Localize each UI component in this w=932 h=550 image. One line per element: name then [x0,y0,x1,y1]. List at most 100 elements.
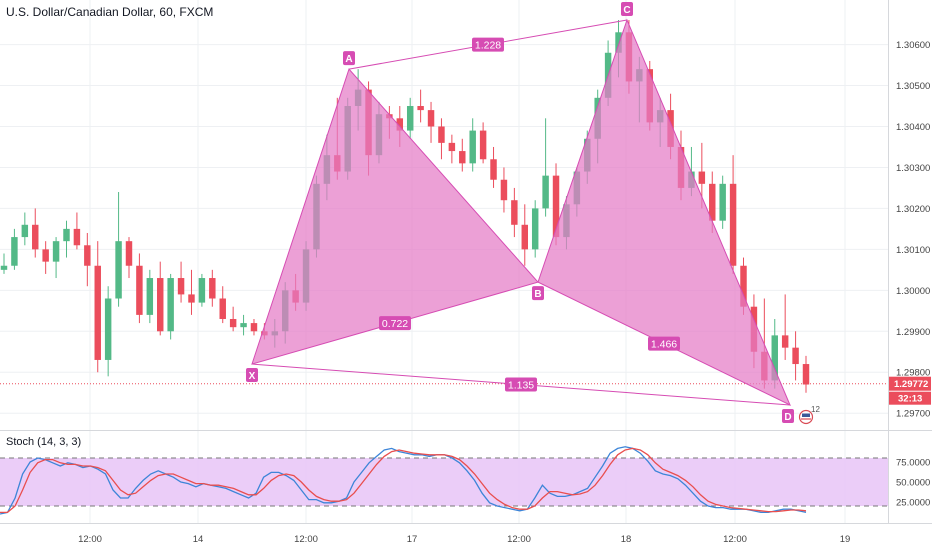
time-tick-3: 17 [407,534,418,545]
price-axis[interactable]: 1.30600 1.30500 1.30400 1.30300 1.30200 1.301… [889,40,931,420]
event-badge-count: 12 [811,405,820,414]
point-a-label: A [345,54,352,65]
candle-body-74 [771,335,778,381]
candle-body-8 [84,245,91,266]
candle-body-7 [73,228,81,246]
candle-body-69 [719,183,726,221]
price-tick-8: 1.29800 [896,368,930,379]
time-tick-0: 12:00 [78,534,102,545]
time-tick-1: 14 [193,534,204,545]
stoch-pane [0,446,888,515]
ratio-bd-label: 1.466 [651,339,677,351]
stoch-tick-0: 75.0000 [896,458,930,469]
stoch-k-line [0,446,807,515]
candle-body-76 [792,347,799,365]
candle-body-1 [11,237,18,266]
candle-body-44 [459,151,466,164]
candle-body-5 [52,241,60,262]
candle-body-10 [104,298,112,360]
candle-body-47 [490,159,497,180]
price-tick-6: 1.30000 [896,286,930,297]
candle-body-68 [709,183,716,221]
price-tick-4: 1.30200 [896,204,930,215]
ratio-ac-label: 1.228 [475,40,501,52]
point-b-label: B [534,289,541,300]
stoch-title: Stoch (14, 3, 3) [6,436,82,448]
time-tick-4: 12:00 [507,534,531,545]
candle-body-45 [469,130,476,164]
point-a-bg [343,51,355,66]
candle-body-42 [438,126,445,143]
current-price-badge [889,376,931,391]
candle-body-9 [94,265,101,360]
point-d-label: D [784,412,791,423]
stoch-tick-1: 50.0000 [896,478,930,489]
point-c-bg [621,2,633,16]
price-tick-5: 1.30100 [896,245,930,256]
candle-body-71 [740,265,747,307]
candle-body-20 [209,278,216,299]
point-d-bg [782,409,794,423]
candle-body-46 [479,130,487,160]
price-tick-1: 1.30500 [896,81,930,92]
candle-body-17 [177,278,185,295]
candle-body-70 [729,183,737,266]
candle-body-50 [521,224,529,250]
ratio-xb-bg [379,316,411,331]
candle-body-14 [146,278,154,315]
ratio-xd-label: 1.135 [508,380,534,392]
candle-body-12 [125,241,133,266]
time-tick-7: 19 [840,534,851,545]
candle-body-40 [417,106,424,111]
candle-body-15 [157,278,164,332]
price-tick-9: 1.29700 [896,409,930,420]
time-axis[interactable]: 12:00 14 12:00 17 12:00 18 12:00 19 [78,534,850,545]
point-c-label: C [623,5,630,16]
candle-body-67 [698,171,706,184]
candle-body-2 [21,224,29,238]
countdown-badge [889,391,931,405]
current-price-label: 1.29772 [894,379,928,390]
candle-body-41 [427,110,435,127]
time-tick-6: 12:00 [723,534,747,545]
price-tick-3: 1.30300 [896,163,930,174]
candle-body-22 [229,318,237,328]
point-x-label: X [249,371,256,382]
candle-body-11 [115,241,122,299]
ratio-bd-bg [648,336,680,351]
candle-body-18 [188,294,195,303]
candle-body-53 [552,175,560,238]
candle-body-24 [250,323,258,332]
candle-body-21 [219,298,226,319]
harmonic-pattern: 1.228 0.722 1.466 1.135 X A B C D 12 [246,2,820,425]
candle-body-38 [396,118,404,131]
candle-body-59 [615,32,622,53]
candle-body-19 [198,278,206,303]
candle-body-48 [500,179,508,201]
stoch-d-line [0,447,807,514]
candle-body-77 [802,364,810,385]
candle-body-6 [63,228,70,242]
point-x-bg [246,368,258,383]
candle-body-75 [781,335,789,348]
time-tick-2: 12:00 [294,534,318,545]
candle-body-3 [32,224,39,250]
candle-body-23 [240,323,247,328]
event-flag-canton [802,413,810,417]
chart-title: U.S. Dollar/Canadian Dollar, 60, FXCM [6,5,214,19]
stoch-band [0,458,888,506]
stoch-tick-2: 25.0000 [896,498,930,509]
point-b-bg [532,286,544,301]
ratio-xb-label: 0.722 [382,318,408,330]
candle-body-16 [167,278,174,332]
candle-body-0 [0,265,8,270]
ratio-xd-bg [505,377,537,392]
candle-body-39 [406,106,414,131]
countdown-label: 32:13 [898,394,922,405]
price-tick-0: 1.30600 [896,40,930,51]
ratio-ac-bg [472,37,504,52]
candle-body-49 [511,200,518,225]
price-tick-7: 1.29900 [896,327,930,338]
